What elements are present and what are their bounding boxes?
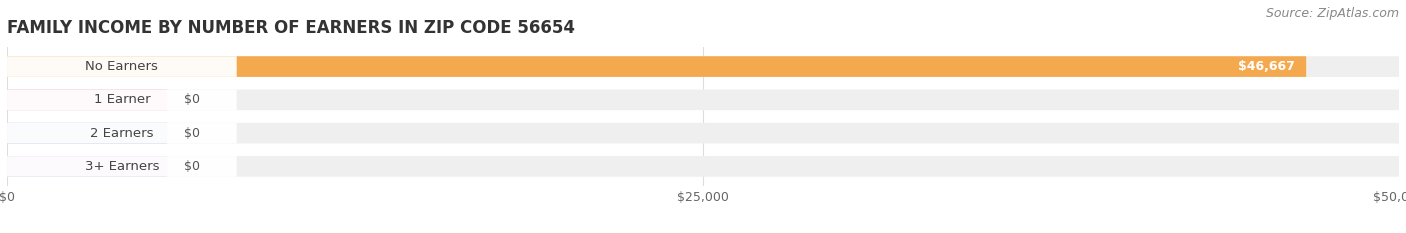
Text: FAMILY INCOME BY NUMBER OF EARNERS IN ZIP CODE 56654: FAMILY INCOME BY NUMBER OF EARNERS IN ZI…: [7, 19, 575, 37]
Text: $0: $0: [184, 160, 200, 173]
Text: Source: ZipAtlas.com: Source: ZipAtlas.com: [1265, 7, 1399, 20]
FancyBboxPatch shape: [7, 89, 1399, 110]
FancyBboxPatch shape: [7, 156, 1399, 177]
FancyBboxPatch shape: [7, 89, 167, 110]
Text: $0: $0: [184, 93, 200, 106]
Text: 1 Earner: 1 Earner: [94, 93, 150, 106]
FancyBboxPatch shape: [7, 123, 167, 144]
Text: $46,667: $46,667: [1239, 60, 1295, 73]
FancyBboxPatch shape: [7, 123, 1399, 144]
Text: $0: $0: [184, 127, 200, 140]
Text: 2 Earners: 2 Earners: [90, 127, 153, 140]
FancyBboxPatch shape: [7, 56, 1306, 77]
Text: 3+ Earners: 3+ Earners: [84, 160, 159, 173]
FancyBboxPatch shape: [7, 56, 236, 77]
FancyBboxPatch shape: [7, 123, 236, 144]
FancyBboxPatch shape: [7, 56, 1399, 77]
FancyBboxPatch shape: [7, 89, 236, 110]
FancyBboxPatch shape: [7, 156, 167, 177]
Text: No Earners: No Earners: [86, 60, 159, 73]
FancyBboxPatch shape: [7, 156, 236, 177]
